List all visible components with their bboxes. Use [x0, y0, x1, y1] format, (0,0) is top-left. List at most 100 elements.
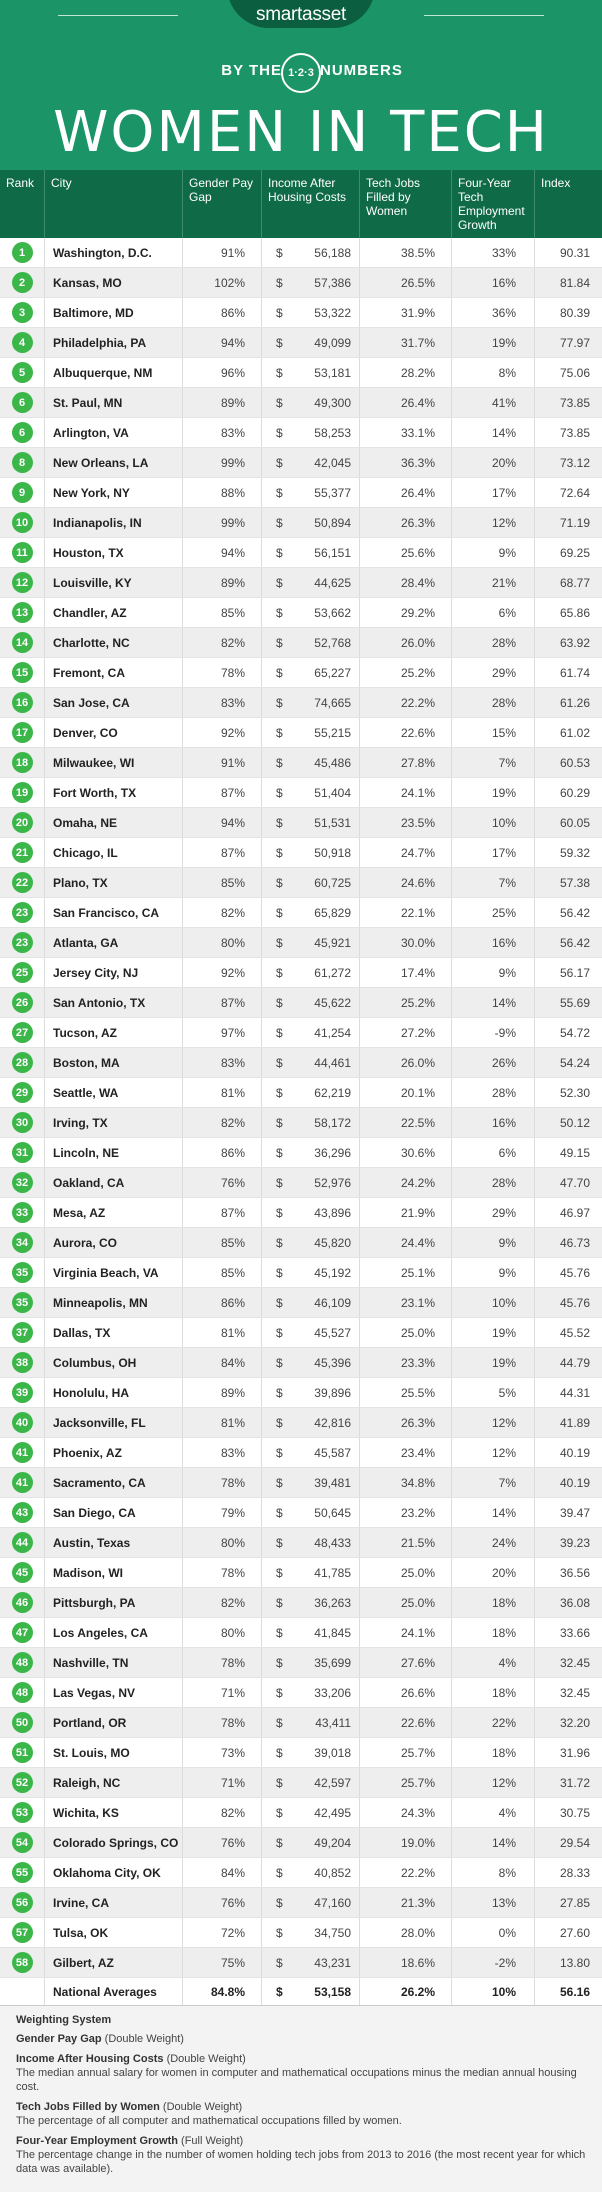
currency-symbol: $: [276, 965, 283, 980]
income-value: 52,976: [314, 1175, 351, 1190]
currency-symbol: $: [276, 725, 283, 740]
index-value: 80.39: [559, 305, 590, 320]
index-value: 60.29: [559, 785, 590, 800]
rank-cell: 50: [0, 1708, 45, 1737]
currency-symbol: $: [276, 1595, 283, 1610]
rank-cell: 12: [0, 568, 45, 597]
tech-jobs-value: 26.5%: [360, 268, 452, 297]
rank-badge: 23: [11, 932, 33, 953]
pay-gap-value: 73%: [183, 1738, 262, 1767]
rank-badge: 13: [11, 602, 33, 623]
rank-cell: 41: [0, 1438, 45, 1467]
growth-value: 28%: [452, 1078, 535, 1107]
pay-gap-value: 83%: [183, 418, 262, 447]
avg-jobs: 26.2%: [360, 1978, 452, 2005]
logo-brand-bold: smart: [256, 4, 303, 25]
growth-value: 6%: [452, 1138, 535, 1167]
growth-value: 13%: [452, 1888, 535, 1917]
rank-cell: 56: [0, 1888, 45, 1917]
currency-symbol: $: [276, 1925, 283, 1940]
rank-badge: 6: [11, 392, 33, 413]
growth-value: 10%: [452, 1288, 535, 1317]
pay-gap-value: 82%: [183, 628, 262, 657]
smartasset-logo[interactable]: smartasset: [227, 4, 375, 26]
income-cell: $43,231: [262, 1948, 360, 1977]
pay-gap-value: 85%: [183, 598, 262, 627]
rank-cell: 23: [0, 928, 45, 957]
income-value: 51,531: [314, 815, 351, 830]
tech-jobs-value: 33.1%: [360, 418, 452, 447]
rank-badge: 30: [11, 1112, 33, 1133]
income-cell: $49,204: [262, 1828, 360, 1857]
avg-label: National Averages: [45, 1978, 183, 2005]
income-value: 49,099: [314, 335, 351, 350]
pay-gap-value: 82%: [183, 1588, 262, 1617]
weighting-item-weight: (Full Weight): [181, 2135, 244, 2147]
tech-jobs-value: 25.6%: [360, 538, 452, 567]
city-name: Houston, TX: [45, 538, 183, 567]
tech-jobs-value: 26.6%: [360, 1678, 452, 1707]
table-row: 46 Pittsburgh, PA 82% $36,263 25.0% 18% 36.08: [0, 1588, 602, 1618]
index-value: 60.53: [559, 755, 590, 770]
index-value: 46.73: [559, 1235, 590, 1250]
income-value: 45,587: [314, 1445, 351, 1460]
pay-gap-value: 94%: [183, 538, 262, 567]
rank-cell: 20: [0, 808, 45, 837]
income-cell: $62,219: [262, 1078, 360, 1107]
income-cell: $56,151: [262, 538, 360, 567]
income-value: 58,253: [314, 425, 351, 440]
pay-gap-value: 84%: [183, 1858, 262, 1887]
income-cell: $45,587: [262, 1438, 360, 1467]
rank-cell: 22: [0, 868, 45, 897]
rank-badge: 18: [11, 752, 33, 773]
pay-gap-value: 99%: [183, 508, 262, 537]
city-name: San Francisco, CA: [45, 898, 183, 927]
rank-cell: 55: [0, 1858, 45, 1887]
growth-value: 9%: [452, 1228, 535, 1257]
growth-value: 28%: [452, 1168, 535, 1197]
tech-jobs-value: 25.1%: [360, 1258, 452, 1287]
city-name: Sacramento, CA: [45, 1468, 183, 1497]
pay-gap-value: 85%: [183, 1258, 262, 1287]
pay-gap-value: 94%: [183, 808, 262, 837]
rank-cell: 45: [0, 1558, 45, 1587]
pay-gap-value: 78%: [183, 1468, 262, 1497]
tech-jobs-value: 26.4%: [360, 478, 452, 507]
index-value: 73.85: [559, 425, 590, 440]
growth-value: 18%: [452, 1678, 535, 1707]
column-header-pay-gap: Gender Pay Gap: [183, 170, 262, 238]
income-cell: $58,253: [262, 418, 360, 447]
city-name: St. Paul, MN: [45, 388, 183, 417]
table-header: Rank City Gender Pay Gap Income After Ho…: [0, 170, 602, 238]
currency-symbol: $: [276, 1655, 283, 1670]
index-value: 45.76: [559, 1265, 590, 1280]
pay-gap-value: 89%: [183, 1378, 262, 1407]
pay-gap-value: 88%: [183, 478, 262, 507]
column-header-city: City: [45, 170, 183, 238]
index-value: 52.30: [559, 1085, 590, 1100]
index-value: 73.12: [559, 455, 590, 470]
city-name: Milwaukee, WI: [45, 748, 183, 777]
growth-value: 6%: [452, 598, 535, 627]
table-row: 35 Virginia Beach, VA 85% $45,192 25.1% 9% 45.…: [0, 1258, 602, 1288]
currency-symbol: $: [276, 1685, 283, 1700]
currency-symbol: $: [276, 1445, 283, 1460]
growth-value: 9%: [452, 958, 535, 987]
tech-jobs-value: 36.3%: [360, 448, 452, 477]
tech-jobs-value: 22.2%: [360, 1858, 452, 1887]
income-value: 43,231: [314, 1955, 351, 1970]
rank-cell: 23: [0, 898, 45, 927]
growth-value: 28%: [452, 628, 535, 657]
currency-symbol: $: [276, 1535, 283, 1550]
logo-tab: [227, 0, 375, 28]
pay-gap-value: 81%: [183, 1408, 262, 1437]
currency-symbol: $: [276, 755, 283, 770]
city-name: Colorado Springs, CO: [45, 1828, 183, 1857]
currency-symbol: $: [276, 1145, 283, 1160]
rank-cell: 27: [0, 1018, 45, 1047]
table-row: 5 Albuquerque, NM 96% $53,181 28.2% 8% 75.06: [0, 358, 602, 388]
income-cell: $45,527: [262, 1318, 360, 1347]
weighting-item-name: Gender Pay Gap: [16, 2033, 102, 2045]
income-value: 62,219: [314, 1085, 351, 1100]
pay-gap-value: 76%: [183, 1888, 262, 1917]
